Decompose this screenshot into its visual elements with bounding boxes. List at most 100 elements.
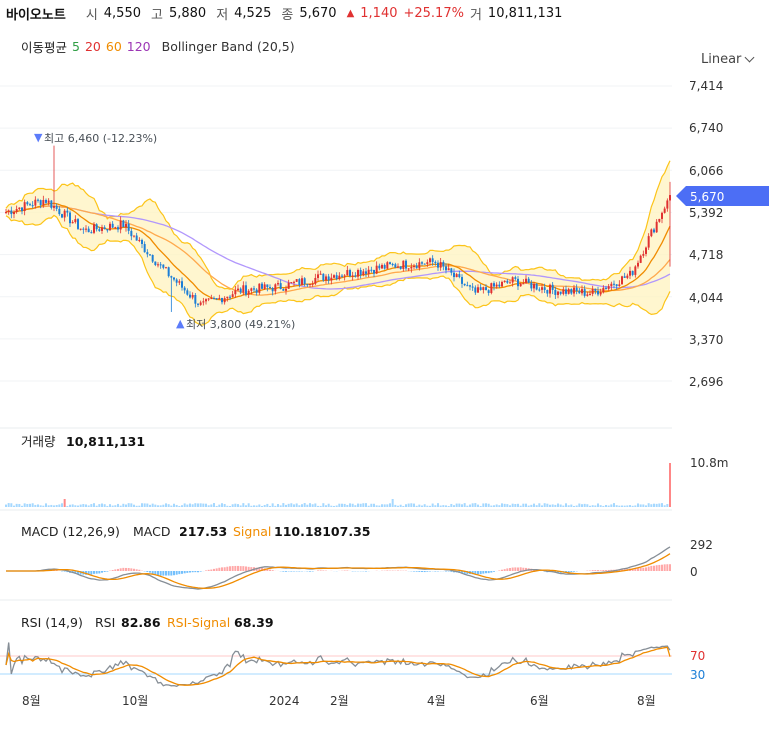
volume-bar bbox=[255, 505, 258, 507]
volume-bars bbox=[5, 463, 671, 507]
volume-bar bbox=[474, 503, 477, 507]
candle-body bbox=[29, 204, 31, 206]
candle-body bbox=[453, 272, 455, 278]
volume-bar bbox=[266, 503, 269, 507]
volume-bar bbox=[567, 505, 570, 507]
volume-bar bbox=[669, 463, 671, 507]
candle-body bbox=[522, 283, 525, 285]
price-tick: 3,370 bbox=[689, 333, 723, 347]
candle-body bbox=[599, 292, 602, 295]
volume-bar bbox=[426, 505, 429, 507]
volume-bar bbox=[447, 505, 450, 507]
macd-bar bbox=[605, 570, 607, 571]
macd-bar bbox=[413, 571, 415, 572]
volume-bar bbox=[503, 503, 506, 507]
volume-bar bbox=[34, 504, 37, 507]
volume-bar bbox=[87, 505, 90, 507]
candle-body bbox=[266, 284, 269, 288]
macd-bar bbox=[479, 571, 482, 575]
candle-body bbox=[205, 299, 207, 302]
volume-bar bbox=[442, 505, 445, 507]
volume-bar bbox=[322, 503, 325, 507]
candle-body bbox=[109, 223, 111, 231]
macd-signal-label: Signal bbox=[233, 524, 271, 539]
volume-bar bbox=[263, 504, 266, 507]
macd-bar bbox=[173, 571, 175, 576]
bollinger-legend[interactable]: Bollinger Band (20,5) bbox=[161, 39, 295, 54]
candle-body bbox=[239, 288, 242, 293]
candle-body bbox=[74, 219, 77, 223]
macd-bar bbox=[181, 571, 183, 574]
volume-bar bbox=[279, 505, 282, 507]
volume-bar bbox=[218, 504, 221, 507]
candle-body bbox=[154, 261, 157, 265]
ma120-legend[interactable]: 120 bbox=[126, 39, 151, 54]
volume-bar bbox=[170, 505, 173, 507]
candle-body bbox=[458, 274, 461, 278]
low-value: 4,525 bbox=[234, 6, 272, 21]
ma5-legend[interactable]: 5 bbox=[72, 39, 80, 54]
candle-body bbox=[253, 288, 255, 290]
volume-bar bbox=[455, 503, 458, 507]
macd-bar bbox=[647, 566, 650, 571]
candle-body bbox=[98, 229, 101, 231]
candle-body bbox=[197, 303, 199, 305]
volume-bar bbox=[613, 503, 615, 507]
candle-body bbox=[618, 284, 621, 287]
candle-body bbox=[498, 284, 501, 287]
macd-bar bbox=[162, 571, 165, 576]
rsi-panel-label: RSI (14,9) bbox=[21, 615, 83, 630]
volume-bar bbox=[479, 505, 482, 507]
candle-body bbox=[581, 289, 583, 294]
volume-bar bbox=[445, 505, 447, 507]
ma20-legend[interactable]: 20 bbox=[84, 39, 101, 54]
volume-bar bbox=[490, 505, 493, 507]
candle-body bbox=[50, 200, 53, 208]
high-annotation: 최고 6,460 (-12.23%) bbox=[44, 132, 157, 145]
volume-bar bbox=[431, 503, 434, 507]
macd-bar bbox=[125, 567, 127, 571]
ma20-line bbox=[5, 202, 671, 301]
volume-bar bbox=[341, 503, 343, 507]
stock-name: 바이오노트 bbox=[6, 8, 66, 23]
macd-bar bbox=[607, 569, 610, 571]
volume-bar bbox=[498, 505, 501, 507]
candle-body bbox=[666, 200, 669, 209]
candle-body bbox=[149, 254, 151, 256]
candle-body bbox=[474, 287, 477, 293]
candle-body bbox=[23, 202, 26, 212]
candle-body bbox=[111, 223, 114, 228]
volume-bar bbox=[517, 503, 519, 507]
candle-body bbox=[525, 278, 527, 284]
volume-bar bbox=[549, 504, 551, 507]
candle-body bbox=[319, 273, 322, 275]
volume-bar bbox=[349, 503, 351, 507]
volume-bar bbox=[165, 503, 167, 507]
candle-body bbox=[607, 286, 610, 289]
volume-bar bbox=[370, 503, 373, 507]
volume-bar bbox=[178, 505, 181, 507]
volume-bar bbox=[189, 503, 191, 507]
candle-body bbox=[653, 229, 655, 233]
volume-bar bbox=[343, 503, 346, 507]
macd-bar bbox=[242, 566, 245, 571]
candle-body bbox=[162, 264, 165, 268]
candle-body bbox=[538, 289, 541, 291]
price-tick: 4,044 bbox=[689, 291, 723, 305]
candle-body bbox=[90, 232, 93, 234]
macd-bar bbox=[290, 571, 293, 572]
volume-bar bbox=[437, 503, 439, 507]
candle-body bbox=[591, 288, 594, 294]
volume-bar bbox=[605, 504, 607, 507]
scale-mode-dropdown[interactable]: Linear bbox=[701, 52, 755, 67]
ma60-legend[interactable]: 60 bbox=[105, 39, 122, 54]
candle-body bbox=[61, 214, 63, 218]
price-tick: 7,414 bbox=[689, 79, 723, 93]
macd-bar bbox=[127, 568, 130, 571]
volume-bar bbox=[565, 503, 567, 507]
macd-bar bbox=[199, 571, 202, 572]
volume-bar bbox=[397, 505, 399, 507]
macd-bar bbox=[591, 570, 594, 571]
volume-bar bbox=[661, 503, 663, 507]
